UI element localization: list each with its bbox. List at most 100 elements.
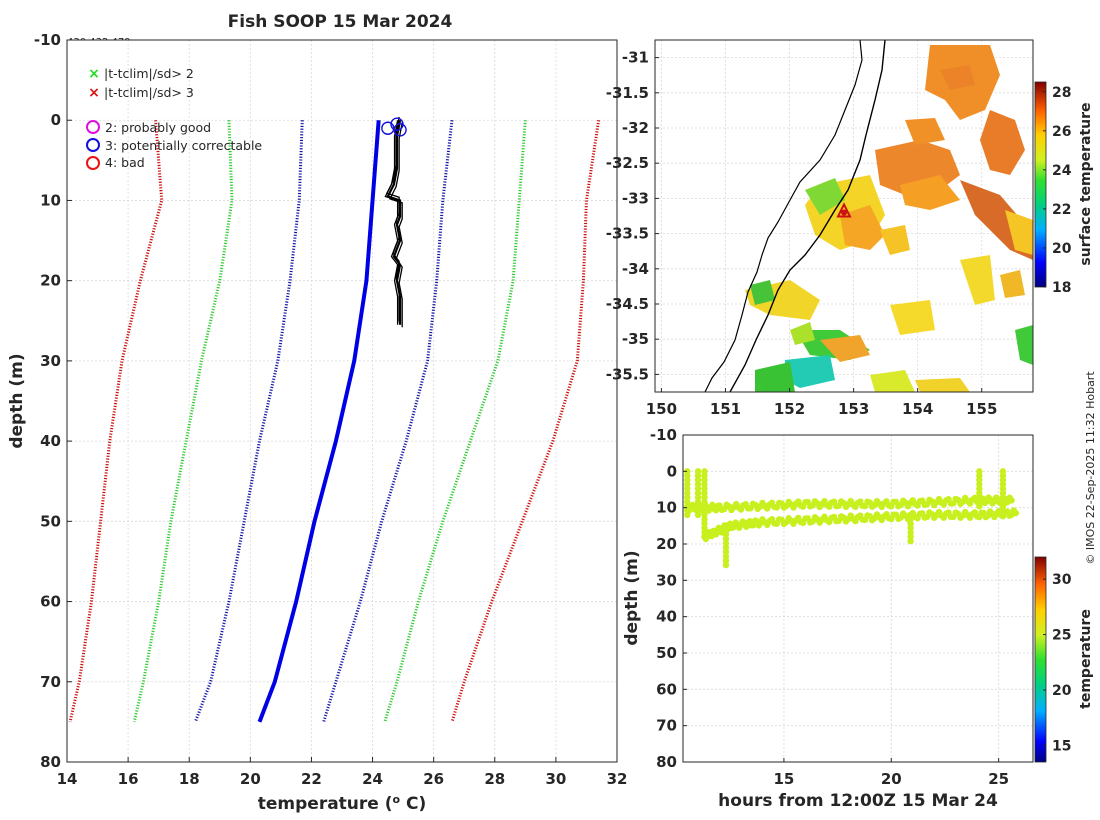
profile-ticks: 14 16 18 20 22 24 26 28 30 32 -10 0 10 20 30 40 50 60 70 80: [34, 31, 628, 788]
profile-x-tick-label: 28: [484, 770, 505, 788]
time-x-tick-label: 25: [988, 770, 1009, 788]
time-x-tick-label: 15: [773, 770, 794, 788]
sst-colorbar-tick-label: 18: [1052, 280, 1071, 296]
profile-x-tick-label: 26: [423, 770, 444, 788]
legend-qc-4: 4: bad: [105, 155, 145, 170]
profile-y-tick-label: 0: [51, 111, 61, 129]
legend-x-marker-red: ×: [88, 85, 100, 101]
legend-flag-3: |t-tclim|/sd> 3: [104, 85, 194, 100]
ship-position-marker: [836, 202, 852, 218]
profile-y-tick-label: 20: [40, 272, 61, 290]
time-y-tick-label: 70: [656, 717, 677, 735]
time-ylabel: depth (m): [622, 550, 642, 645]
time-grid: [683, 434, 1033, 763]
profile-y-tick-label: 80: [40, 753, 61, 771]
legend-x-marker-green: ×: [88, 66, 100, 82]
legend-circle-blue: [86, 138, 100, 152]
map-x-tick-label: 153: [838, 400, 869, 418]
sst-colorbar-ticks: 18 20 22 24 26 28: [1043, 85, 1072, 296]
time-series-point: [1012, 509, 1020, 517]
temperature-colorbar-tick-label: 15: [1052, 738, 1071, 754]
profile-y-tick-label: 40: [40, 432, 61, 450]
map-y-tick-label: -31.5: [606, 84, 649, 102]
sst-colorbar-tick-label: 22: [1052, 202, 1071, 218]
ship-position-dot: [841, 209, 847, 216]
profile-y-tick-label: 10: [40, 191, 61, 209]
profile-y-tick-label: 30: [40, 352, 61, 370]
watermark: © IMOS 22-Sep-2025 11:32 Hobart: [1084, 371, 1097, 565]
sst-colorbar-tick-label: 20: [1052, 241, 1072, 257]
map-y-tick-label: -31: [622, 49, 649, 67]
time-series-point: [701, 533, 708, 540]
profile-x-tick-label: 16: [118, 770, 139, 788]
map-y-tick-label: -35: [622, 330, 649, 348]
time-y-tick-label: 0: [667, 462, 677, 480]
time-series-point: [694, 511, 702, 519]
map-y-tick-label: -33.5: [606, 225, 649, 243]
time-panel: 15 20 25 -10 0 10 20 30 40 50 60 70 80 hours from 12…: [622, 426, 1094, 811]
time-y-tick-label: 20: [656, 535, 677, 553]
time-y-tick-label: 60: [656, 680, 677, 698]
series-mean-1sd: [322, 120, 454, 723]
map-ticks: 150 151 152 153 154 155 -31 -31.5 -32 -32.5 -33 -33…: [606, 49, 998, 418]
temperature-colorbar-ticks: 15 20 25 30: [1043, 572, 1072, 754]
time-series-point: [907, 537, 914, 545]
legend-qc-3: 3: potentially correctable: [105, 138, 262, 153]
profile-y-tick-label: 50: [40, 512, 61, 530]
profile-x-tick-label: 24: [362, 770, 383, 788]
map-x-tick-label: 154: [902, 400, 933, 418]
time-panel-frame: [682, 434, 1034, 763]
profile-y-tick-label: -10: [34, 31, 61, 49]
sst-colorbar: [1034, 81, 1047, 288]
time-x-tick-label: 20: [881, 770, 902, 788]
profile-y-tick-label: 70: [40, 673, 61, 691]
temperature-colorbar: [1034, 556, 1047, 763]
profile-observed: [381, 116, 407, 328]
profile-legend: × |t-tclim|/sd> 2 × |t-tclim|/sd> 3 2: p…: [86, 66, 262, 170]
map-x-tick-label: 151: [710, 400, 741, 418]
time-series-point: [684, 511, 691, 519]
map-y-tick-label: -34: [622, 260, 649, 278]
profile-x-tick-label: 20: [240, 770, 261, 788]
profile-ylabel: depth (m): [7, 353, 27, 448]
time-panel-background: [683, 435, 1033, 762]
series-mean-2sd: [383, 120, 527, 723]
figure-title: Fish SOOP 15 Mar 2024: [228, 12, 453, 32]
legend-circle-red: [86, 156, 100, 170]
profile-x-tick-label: 30: [545, 770, 566, 788]
time-xlabel: hours from 12:00Z 15 Mar 24: [718, 791, 998, 811]
temperature-colorbar-tick-label: 30: [1052, 572, 1072, 588]
time-ticks: 15 20 25 -10 0 10 20 30 40 50 60 70 80: [650, 426, 1009, 788]
series-mean-3sd: [450, 119, 601, 723]
time-y-tick-label: 80: [656, 753, 677, 771]
time-series-point: [999, 511, 1007, 519]
map-y-tick-label: -34.5: [606, 295, 649, 313]
map-panel: 150 151 152 153 154 155 -31 -31.5 -32 -32.5 -33 -33…: [606, 39, 1094, 418]
map-frame: [654, 39, 1034, 393]
map-x-tick-label: 150: [646, 400, 677, 418]
time-y-tick-label: 50: [656, 644, 677, 662]
profile-climatology-lines: [68, 119, 601, 723]
time-series-point: [722, 561, 730, 569]
temperature-colorbar-tick-label: 25: [1052, 628, 1071, 644]
time-y-tick-label: 30: [656, 571, 677, 589]
time-y-tick-label: 40: [656, 608, 677, 626]
profile-x-tick-label: 14: [57, 770, 78, 788]
legend-flag-2: |t-tclim|/sd> 2: [104, 66, 194, 81]
profile-y-tick-label: 60: [40, 593, 61, 611]
series-mean-2sd: [132, 120, 234, 723]
map-y-tick-label: -35.5: [606, 365, 649, 383]
observed-profile-cast: [385, 116, 400, 322]
series-mean-1sd: [193, 120, 304, 723]
sst-colorbar-tick-label: 28: [1052, 85, 1071, 101]
time-series-point: [976, 503, 983, 510]
time-series-points: [684, 468, 1020, 569]
profile-x-tick-label: 18: [179, 770, 200, 788]
profile-panel-frame: [66, 39, 618, 763]
sst-field: [704, 40, 1033, 392]
legend-circle-magenta: [86, 120, 100, 134]
time-y-tick-label: 10: [656, 499, 677, 517]
profile-panel: 14 16 18 20 22 24 26 28 30 32 -10 0 10 20 30 40 50 60 70 80…: [7, 31, 627, 814]
sst-colorbar-tick-label: 24: [1052, 163, 1072, 179]
